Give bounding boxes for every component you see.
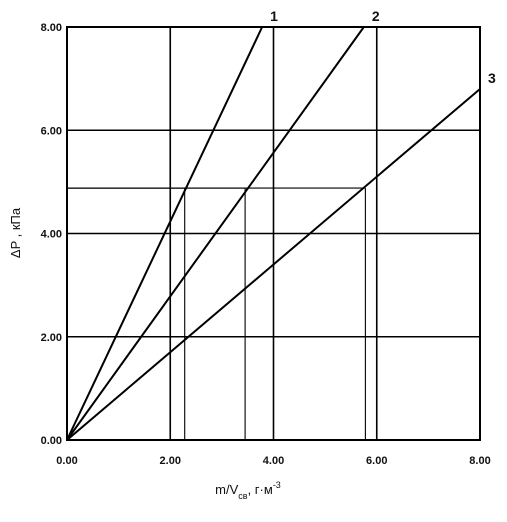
grid bbox=[66, 26, 481, 441]
series-label-2: 2 bbox=[372, 8, 380, 24]
x-axis-title-sup: -3 bbox=[273, 480, 281, 490]
series-label-3: 3 bbox=[488, 70, 496, 86]
y-tick-label: 2.00 bbox=[41, 332, 62, 344]
x-axis-title: m/Vсв, г·м-3 bbox=[215, 480, 281, 501]
series-labels: 1 2 3 bbox=[270, 8, 496, 86]
x-tick-labels: 0.00 2.00 4.00 6.00 8.00 bbox=[56, 455, 490, 467]
x-tick-label: 8.00 bbox=[469, 455, 490, 467]
guide-lines bbox=[67, 187, 366, 440]
x-tick-label: 2.00 bbox=[160, 455, 181, 467]
y-tick-label: 8.00 bbox=[41, 22, 62, 34]
x-axis-title-unit: , г·м bbox=[248, 482, 273, 497]
y-tick-label: 6.00 bbox=[41, 125, 62, 137]
y-tick-labels: 0.00 2.00 4.00 6.00 8.00 bbox=[41, 22, 62, 447]
y-axis-title: ΔP , кПа bbox=[8, 207, 23, 258]
x-axis-title-main: m/V bbox=[215, 482, 238, 497]
x-tick-label: 6.00 bbox=[366, 455, 387, 467]
y-tick-label: 0.00 bbox=[41, 435, 62, 447]
y-tick-label: 4.00 bbox=[41, 229, 62, 241]
x-axis-title-sub: св bbox=[238, 491, 248, 501]
series-line-1 bbox=[66, 26, 264, 441]
series-line-2 bbox=[66, 26, 365, 441]
x-tick-label: 4.00 bbox=[263, 455, 284, 467]
series-label-1: 1 bbox=[270, 8, 278, 24]
x-tick-label: 0.00 bbox=[56, 455, 77, 467]
series-line-3 bbox=[66, 88, 481, 441]
series-lines bbox=[66, 26, 481, 441]
